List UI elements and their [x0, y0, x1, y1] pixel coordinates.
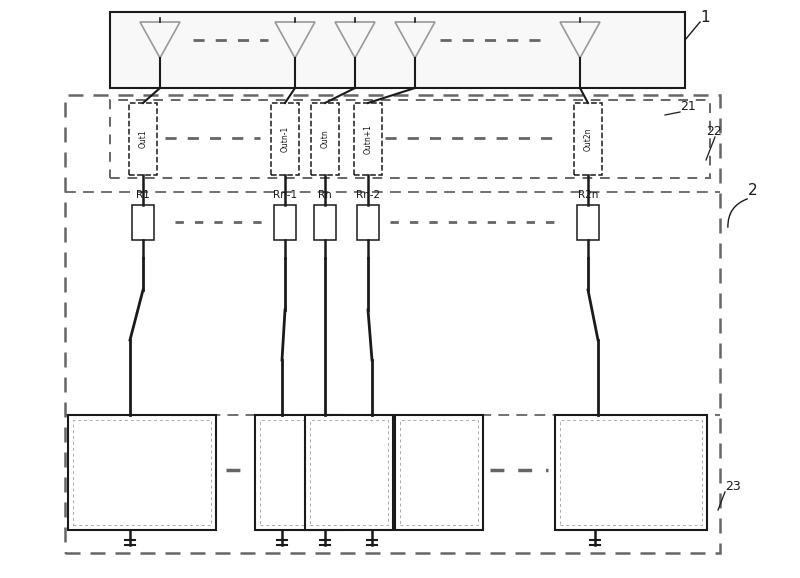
Bar — [310, 420, 388, 525]
Bar — [311, 103, 339, 175]
Bar — [65, 95, 720, 553]
Bar — [129, 103, 157, 175]
Bar — [110, 12, 685, 88]
Bar — [255, 415, 343, 530]
Bar — [354, 103, 382, 175]
Bar — [314, 205, 336, 240]
Bar — [73, 420, 211, 525]
Bar — [132, 205, 154, 240]
Bar — [271, 103, 299, 175]
Text: 1: 1 — [700, 10, 710, 25]
Text: Rn-1: Rn-1 — [273, 190, 297, 200]
Text: 22: 22 — [706, 125, 722, 138]
Text: 2: 2 — [748, 183, 758, 198]
Bar — [305, 415, 393, 530]
Bar — [68, 415, 216, 530]
Bar — [560, 420, 702, 525]
Bar — [400, 420, 478, 525]
Text: Outn-1: Outn-1 — [281, 126, 290, 152]
Bar — [110, 100, 710, 178]
Text: Rn: Rn — [318, 190, 332, 200]
Bar — [357, 205, 379, 240]
Text: Outn+1: Outn+1 — [363, 124, 373, 154]
Bar — [577, 205, 599, 240]
Text: 23: 23 — [725, 480, 741, 493]
Text: R1: R1 — [136, 190, 150, 200]
Bar — [555, 415, 707, 530]
Bar — [574, 103, 602, 175]
Text: 21: 21 — [680, 100, 696, 113]
Text: Out2n: Out2n — [583, 127, 593, 151]
Bar — [274, 205, 296, 240]
Text: R2n: R2n — [578, 190, 598, 200]
Bar — [395, 415, 483, 530]
Text: Outn: Outn — [321, 129, 330, 149]
Bar — [260, 420, 338, 525]
Text: Out1: Out1 — [138, 129, 147, 149]
Text: Rn-2: Rn-2 — [356, 190, 380, 200]
